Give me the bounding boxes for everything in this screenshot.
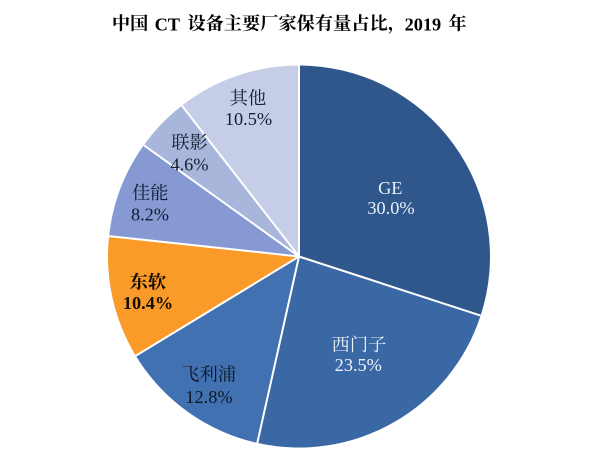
svg-text:GE: GE xyxy=(378,178,402,198)
svg-text:23.5%: 23.5% xyxy=(335,355,382,375)
svg-text:10.4%: 10.4% xyxy=(123,293,173,313)
svg-text:30.0%: 30.0% xyxy=(367,198,414,218)
svg-text:4.6%: 4.6% xyxy=(170,154,208,174)
svg-text:8.2%: 8.2% xyxy=(131,204,169,224)
svg-text:10.5%: 10.5% xyxy=(225,109,272,129)
svg-text:CT: CT xyxy=(155,14,180,34)
svg-text:12.8%: 12.8% xyxy=(185,387,232,407)
svg-text:2019: 2019 xyxy=(405,14,442,34)
